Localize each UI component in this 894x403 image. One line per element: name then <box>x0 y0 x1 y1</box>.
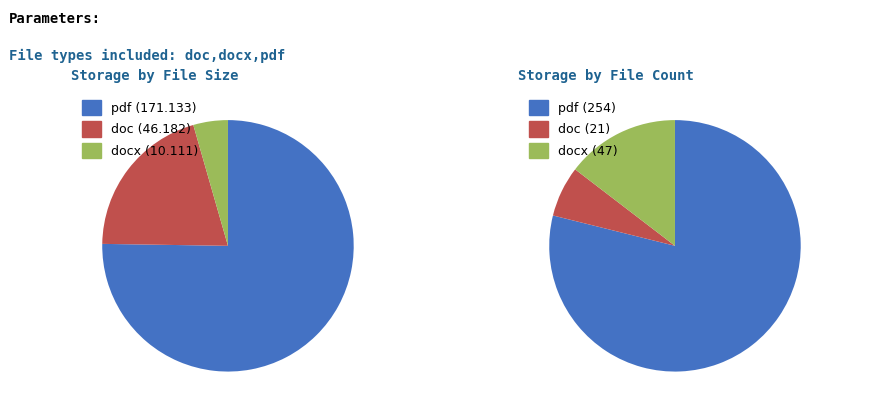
Legend: pdf (254), doc (21), docx (47): pdf (254), doc (21), docx (47) <box>524 95 622 163</box>
Wedge shape <box>193 120 228 246</box>
Legend: pdf (171.133), doc (46.182), docx (10.111): pdf (171.133), doc (46.182), docx (10.11… <box>77 95 203 163</box>
Wedge shape <box>102 120 354 372</box>
Wedge shape <box>553 169 675 246</box>
Wedge shape <box>549 120 801 372</box>
Text: Storage by File Count: Storage by File Count <box>518 69 694 83</box>
Text: File types included: doc,docx,pdf: File types included: doc,docx,pdf <box>9 48 285 62</box>
Wedge shape <box>575 120 675 246</box>
Wedge shape <box>102 125 228 246</box>
Text: Storage by File Size: Storage by File Size <box>71 69 239 83</box>
Text: Parameters:: Parameters: <box>9 12 101 26</box>
